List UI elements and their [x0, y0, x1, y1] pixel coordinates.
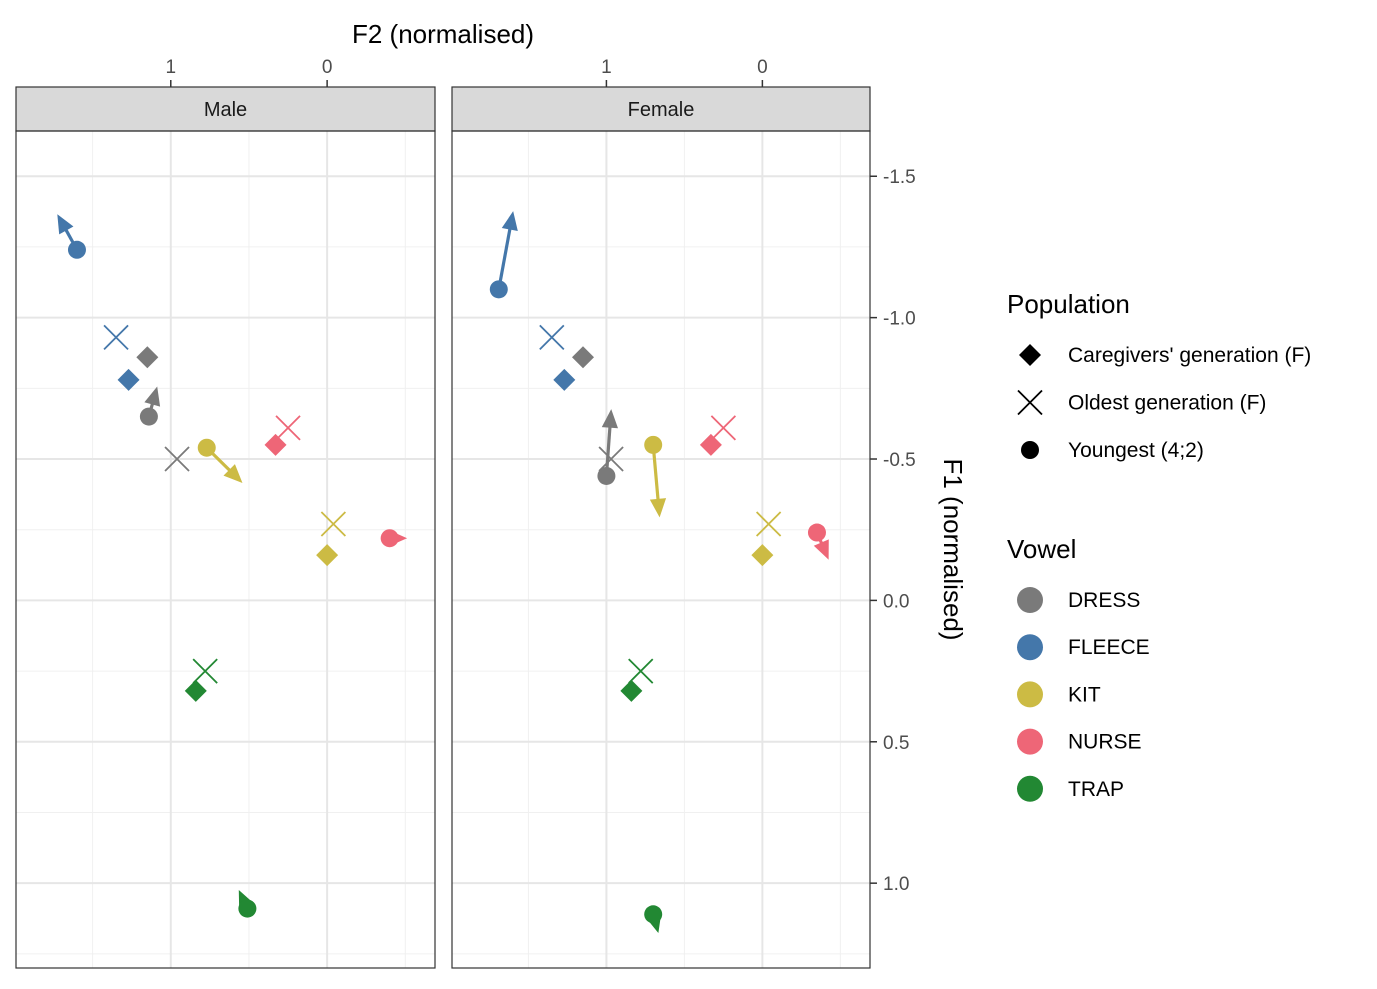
point-dress [597, 466, 616, 485]
point-nurse [380, 529, 399, 548]
point-trap [620, 679, 643, 702]
point-kit [751, 544, 774, 567]
point-nurse [275, 415, 301, 441]
point-fleece [489, 280, 508, 299]
legend-title-vowel: Vowel [1007, 534, 1076, 564]
panel-background [452, 131, 870, 968]
y-tick-label: 1.0 [883, 874, 909, 895]
point-trap [628, 658, 654, 684]
legend-label-population: Oldest generation (F) [1068, 392, 1266, 415]
y-tick-label: 0.0 [883, 591, 909, 612]
point-nurse [264, 433, 287, 456]
panel-background [16, 131, 435, 968]
legend-key-population [1019, 344, 1041, 366]
panel-male: Male 1 0 [15, 57, 436, 969]
arrow-head-fleece [501, 211, 518, 231]
legend-key-population [1017, 389, 1043, 416]
point-fleece [67, 240, 86, 259]
legend-label-population: Caregivers' generation (F) [1068, 344, 1311, 367]
legend-label-vowel: DRESS [1068, 589, 1140, 612]
arrow-head-fleece [57, 214, 74, 235]
point-kit [316, 544, 339, 567]
facet-label: Female [628, 99, 695, 121]
point-fleece [553, 368, 576, 391]
panel-female: Female 1 0 [451, 57, 871, 969]
facet-label: Male [204, 99, 247, 121]
point-kit [755, 511, 782, 537]
point-fleece [103, 324, 129, 351]
point-fleece [539, 324, 565, 351]
legend-key-vowel [1017, 587, 1043, 613]
legend-label-population: Youngest (4;2) [1068, 439, 1204, 462]
point-fleece [117, 368, 140, 391]
point-dress [572, 346, 595, 369]
legend-key-vowel [1017, 728, 1043, 755]
legend-key-vowel [1017, 681, 1043, 708]
point-nurse [807, 523, 826, 542]
x-tick-label: 0 [757, 57, 768, 78]
facet-strip [451, 86, 871, 132]
y-tick-label: -0.5 [883, 450, 916, 471]
y-tick-label: -1.0 [883, 309, 916, 330]
legend-label-vowel: NURSE [1068, 731, 1142, 754]
legend-key-vowel [1017, 775, 1043, 802]
point-dress [164, 446, 190, 472]
arrow-head-kit [649, 498, 667, 518]
x-tick-label: 1 [601, 57, 612, 78]
arrow-kit [651, 444, 660, 504]
legend-label-vowel: KIT [1068, 683, 1101, 706]
y-tick-label: -1.5 [883, 167, 916, 188]
y-axis-title: F1 (normalised) [938, 458, 968, 640]
arrow-head-kit [223, 464, 243, 483]
legend-key-vowel [1017, 634, 1043, 661]
arrow-fleece [497, 224, 513, 290]
x-axis-title: F2 (normalised) [352, 19, 534, 49]
point-kit [197, 438, 216, 457]
legend: Population Caregivers' generation (F) Olde… [1007, 289, 1311, 802]
point-dress [136, 346, 159, 369]
panel-border [451, 130, 871, 969]
point-dress [598, 446, 624, 472]
x-tick-label: 1 [165, 57, 176, 78]
point-nurse [710, 415, 737, 441]
y-tick-label: 0.5 [883, 733, 909, 754]
panel-border [15, 130, 436, 969]
point-kit [320, 511, 347, 537]
point-kit [644, 435, 663, 454]
point-trap [192, 658, 218, 684]
legend-label-vowel: TRAP [1068, 778, 1124, 801]
arrow-head-dress [144, 386, 161, 407]
arrow-head-nurse [813, 539, 829, 560]
point-dress [139, 407, 158, 426]
point-trap [238, 899, 257, 918]
facet-strip [15, 86, 436, 132]
point-trap [184, 679, 207, 702]
x-tick-label: 0 [322, 57, 333, 78]
legend-key-population [1021, 441, 1039, 459]
legend-label-vowel: FLEECE [1068, 636, 1150, 659]
point-trap [644, 905, 663, 924]
arrow-head-dress [601, 409, 619, 429]
legend-title-population: Population [1007, 289, 1130, 319]
point-nurse [699, 433, 722, 456]
